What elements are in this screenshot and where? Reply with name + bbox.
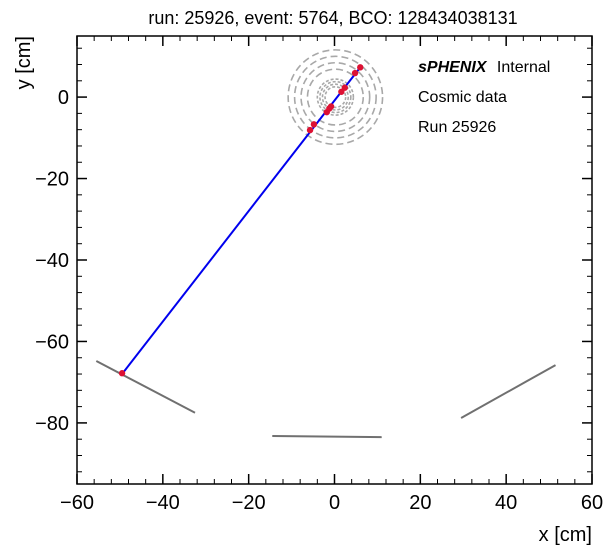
detector-ring-7: [287, 49, 384, 146]
detector-ring-3: [316, 78, 355, 116]
x-tick-label: 0: [329, 492, 340, 514]
annotation-block: sPHENIX Internal Cosmic data Run 25926: [418, 59, 550, 136]
hit-point-7: [341, 84, 348, 91]
x-tick-label: −20: [232, 492, 266, 514]
hit-point-1: [306, 126, 314, 134]
annotation-line-3: Run 25926: [418, 119, 496, 136]
annotation-experiment: sPHENIX: [418, 59, 488, 76]
y-tick-label: −40: [35, 250, 69, 272]
annotation-line-2: Cosmic data: [418, 89, 507, 106]
hit-point-8: [351, 69, 359, 77]
detector-ring-0: [324, 85, 347, 109]
annotation-internal: Internal: [497, 59, 550, 76]
hit-points: [118, 64, 364, 377]
detector-ring-5: [300, 61, 371, 133]
y-axis-ticks: −80 −60 −40 −20 0: [35, 47, 592, 473]
detector-rings: [287, 49, 384, 146]
y-tick-label: −60: [35, 331, 69, 353]
x-tick-label: −60: [60, 492, 94, 514]
x-axis-ticks: −60 −40 −20 0 20 40 60: [60, 36, 603, 514]
hit-point-9: [357, 64, 364, 71]
x-tick-label: 40: [495, 492, 517, 514]
x-tick-label: 20: [409, 492, 431, 514]
detector-segment-2: [460, 364, 557, 419]
chart-title: run: 25926, event: 5764, BCO: 1284340381…: [148, 8, 517, 28]
hit-point-5: [327, 103, 335, 110]
detector-ring-4: [306, 68, 365, 126]
x-tick-label: −40: [146, 492, 180, 514]
detector-segment-1: [272, 434, 382, 439]
hit-point-2: [310, 121, 318, 128]
plot-frame: [76, 35, 593, 485]
y-axis-label: y [cm]: [13, 36, 35, 89]
detector-ring-1: [321, 83, 350, 111]
y-tick-label: −20: [35, 169, 69, 191]
track-line: [121, 66, 362, 375]
x-tick-label: 60: [581, 492, 603, 514]
x-axis-label: x [cm]: [539, 524, 592, 546]
detector-ring-6: [293, 55, 377, 139]
annotation-line-1: sPHENIX Internal: [418, 59, 550, 76]
detector-ring-2: [319, 80, 352, 114]
y-tick-label: −80: [35, 413, 69, 435]
detector-segments: [95, 360, 557, 439]
detector-segment-0: [95, 360, 196, 414]
y-tick-label: 0: [58, 87, 69, 109]
track-line-group: [121, 66, 362, 375]
hit-point-0: [118, 370, 126, 377]
